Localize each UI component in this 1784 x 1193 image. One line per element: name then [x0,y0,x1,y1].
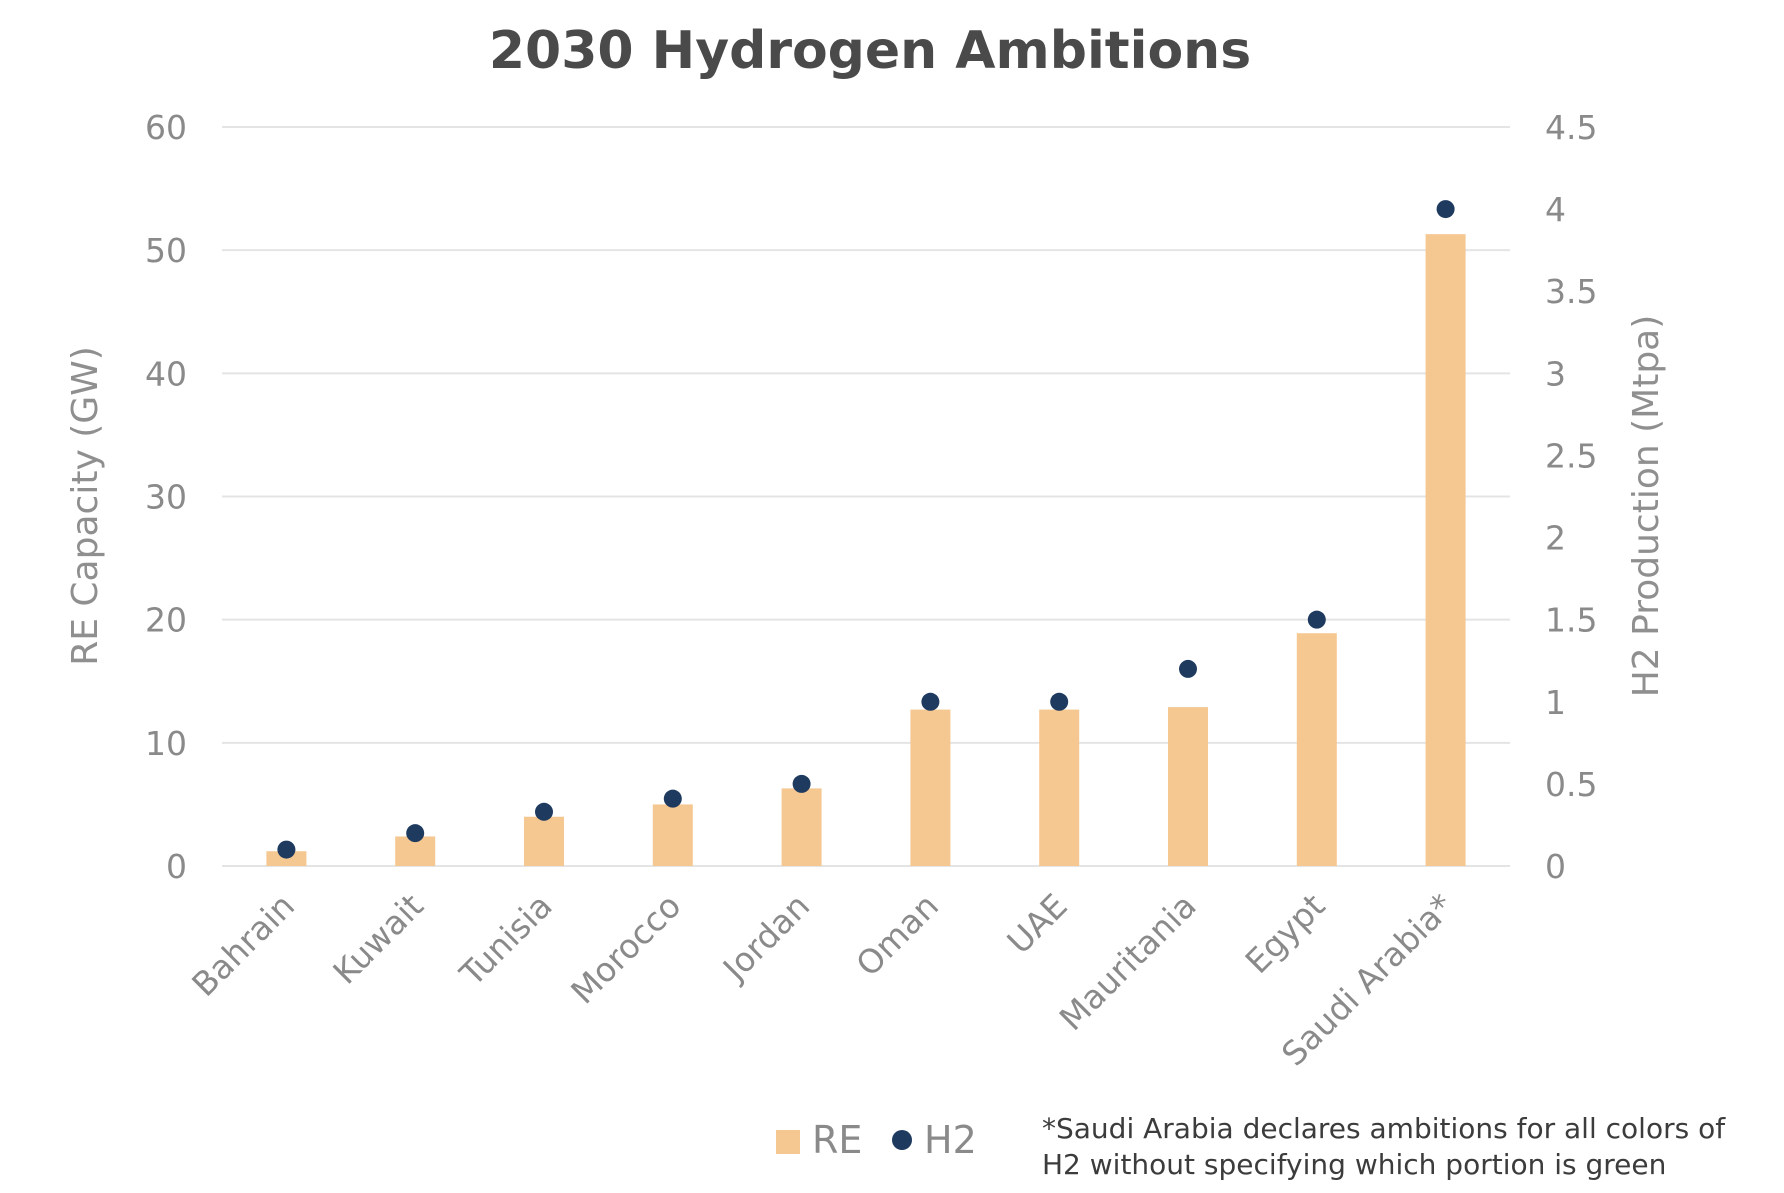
bar-re [1168,707,1208,866]
bar-re [524,816,564,866]
point-h2 [792,774,811,793]
right-tick-label: 0 [1545,847,1566,886]
right-tick-label: 4 [1545,190,1566,229]
left-tick-label: 50 [145,231,187,270]
bar-re [1296,633,1337,866]
category-label: Jordan [714,886,817,989]
point-h2 [277,840,296,859]
gridlines [222,126,1510,867]
point-h2 [1307,610,1326,629]
left-tick-label: 0 [166,847,187,886]
right-tick-label: 3 [1545,354,1566,393]
point-h2 [663,789,682,808]
point-h2 [1436,200,1455,219]
category-labels: Bahrain Kuwait Tunisia Morocco Jordan Oman UAE… [184,886,1461,1073]
bar-re [266,851,307,866]
legend-re-label: RE [812,1118,862,1162]
left-axis-label: RE Capacity (GW) [65,346,106,666]
footnote-line-1: *Saudi Arabia declares ambitions for all… [1042,1112,1726,1145]
left-tick-label: 40 [145,354,187,393]
bar-re [652,804,693,866]
category-label: Bahrain [184,886,302,1004]
bar-re [910,709,951,866]
legend-h2-dot [892,1130,912,1150]
left-tick-label: 60 [145,108,187,147]
bar-re [1039,709,1080,866]
category-label: Tunisia [452,886,560,994]
re-bars [266,234,1466,866]
right-axis-ticks: 0 0.5 1 1.5 2 2.5 3 3.5 4 4.5 [1545,108,1597,886]
right-axis-label: H2 Production (Mtpa) [1626,315,1667,698]
right-tick-label: 1.5 [1545,601,1597,640]
right-tick-label: 0.5 [1545,765,1597,804]
h2-points [277,200,1455,859]
footnote: *Saudi Arabia declares ambitions for all… [1042,1112,1726,1181]
category-label: Egypt [1238,886,1333,981]
point-h2 [1179,659,1197,678]
right-tick-label: 4.5 [1545,108,1597,147]
point-h2 [921,692,940,711]
point-h2 [1050,692,1069,711]
left-tick-label: 20 [145,601,187,640]
bar-re [1425,234,1466,866]
left-tick-label: 30 [145,478,187,517]
right-tick-label: 1 [1545,683,1566,722]
category-label: Kuwait [325,886,431,992]
category-label: UAE [999,886,1074,961]
category-label: Mauritania [1052,886,1204,1038]
legend: RE H2 [776,1118,977,1162]
legend-re-swatch [776,1130,800,1154]
left-axis-ticks: 0 10 20 30 40 50 60 [145,108,187,886]
right-tick-label: 3.5 [1545,272,1597,311]
right-tick-label: 2.5 [1545,436,1597,475]
left-tick-label: 10 [145,724,187,763]
category-label: Morocco [563,886,688,1011]
category-label: Oman [848,886,946,984]
legend-h2-label: H2 [924,1118,977,1162]
point-h2 [406,824,425,843]
right-tick-label: 2 [1545,519,1566,558]
footnote-line-2: H2 without specifying which portion is g… [1042,1148,1666,1181]
bar-re [781,788,822,866]
point-h2 [535,802,553,821]
chart-title: 2030 Hydrogen Ambitions [489,21,1251,81]
